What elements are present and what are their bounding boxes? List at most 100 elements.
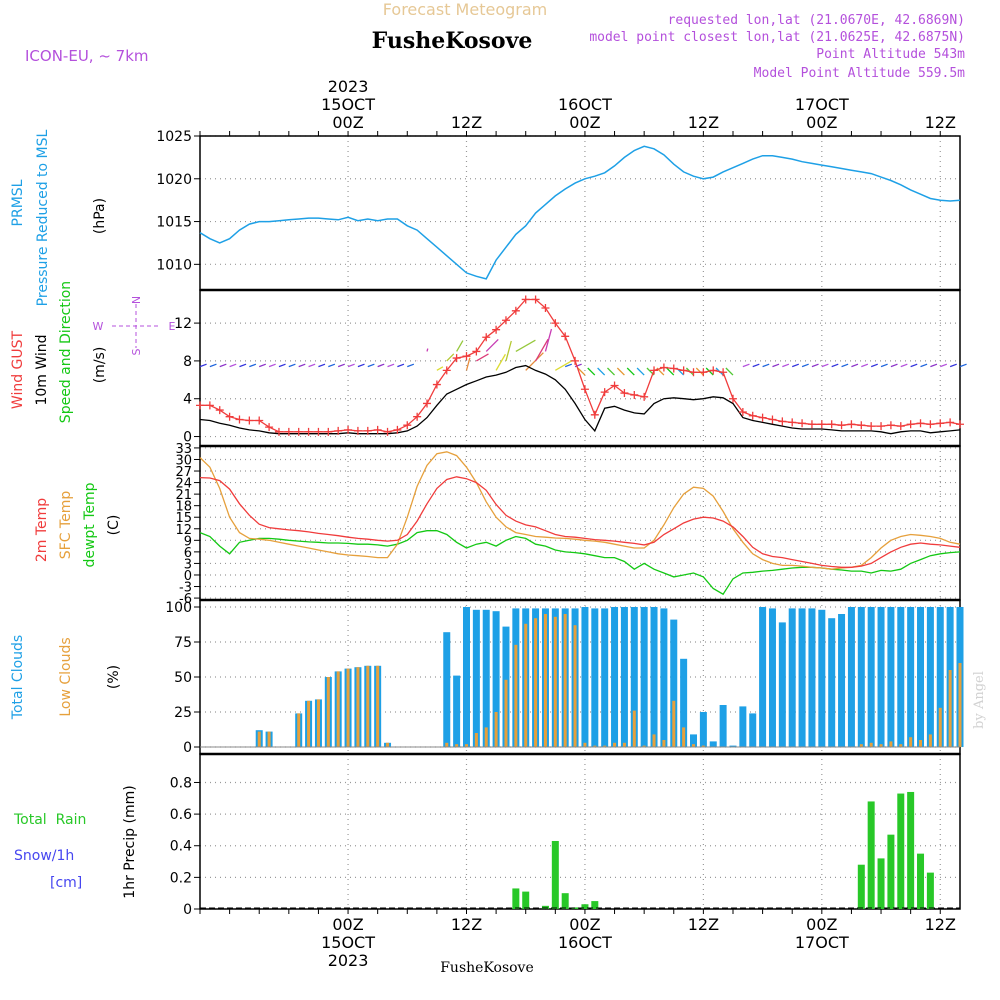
total-clouds-bar [611, 607, 619, 747]
gust-marker [225, 412, 234, 421]
wind-direction-arrow [258, 363, 267, 368]
gust-marker [886, 421, 895, 430]
gust-marker [363, 426, 372, 435]
bottom-time-label: 00Z [569, 915, 600, 934]
wind-direction-arrow [725, 367, 734, 376]
wind-frame [199, 289, 961, 447]
wind-ytick-label: 4 [183, 392, 192, 408]
low-clouds-bar [938, 707, 942, 747]
wind-direction-arrow [607, 367, 616, 376]
low-clouds-bar [553, 616, 557, 747]
plot-layer: 101010151020102504812-6-3036912151821242… [156, 77, 967, 970]
gust-marker [235, 415, 244, 424]
gust-marker [511, 306, 520, 315]
top-time-label: 00Z [332, 113, 363, 132]
gust-marker [442, 366, 451, 375]
temp-ytick-label: 27 [175, 465, 192, 480]
precip-ytick-label: 0 [183, 902, 192, 918]
gust-marker [788, 418, 797, 427]
total-clouds-bar [462, 607, 470, 747]
wind-direction-arrow [367, 363, 375, 368]
compass-e: E [169, 320, 176, 333]
low-clouds-bar [583, 742, 587, 747]
wind-ytick-label: 12 [174, 316, 192, 332]
low-clouds-bar [701, 745, 705, 747]
gust-marker [768, 415, 777, 424]
low-clouds-bar [879, 744, 883, 747]
requested-coords: requested lon,lat (21.0670E, 42.6869N) [668, 13, 965, 28]
low-clouds-bar [484, 727, 488, 747]
gust-marker [590, 410, 599, 419]
rain-bar [857, 864, 865, 909]
low-clouds-bar [622, 742, 626, 747]
gust-marker [373, 425, 382, 434]
total-clouds-bar [847, 607, 855, 747]
total-clouds-bar [601, 608, 609, 747]
gust-marker [620, 389, 629, 398]
gust-marker [393, 425, 402, 434]
wind-direction-arrow [587, 367, 596, 376]
wind-direction-arrow [880, 363, 888, 368]
total-clouds-bar [650, 607, 658, 747]
low-clouds-bar [336, 671, 340, 747]
gust-marker [630, 390, 639, 399]
wind-direction-arrow [752, 363, 760, 368]
wind-direction-arrow [456, 340, 464, 352]
gust-marker [867, 422, 876, 431]
wind-direction-arrow [249, 363, 257, 368]
bottom-time-label: 12Z [451, 915, 482, 934]
top-time-label: 17OCT [795, 95, 849, 114]
wind-direction-arrow [209, 363, 217, 368]
gust-marker [561, 332, 570, 341]
low-clouds-bar [297, 713, 301, 747]
gust-marker [610, 381, 619, 390]
low-clouds-bar [642, 745, 646, 747]
wind-direction-arrow [515, 339, 536, 353]
gust-marker [413, 412, 422, 421]
pressure-ytick-label: 1025 [156, 129, 192, 145]
gust-marker [807, 420, 816, 429]
precip-ytick-label: 0.4 [170, 839, 192, 855]
gust-marker [896, 422, 905, 431]
temp-ytick-label: 0 [184, 569, 192, 584]
gust-marker [531, 295, 540, 304]
gust-marker [877, 422, 886, 431]
gust-marker [482, 333, 491, 342]
rain-bar [917, 853, 925, 909]
wind-direction-arrow [485, 338, 499, 352]
total-clouds-bar [768, 608, 776, 747]
top-time-label: 2023 [328, 77, 369, 96]
total-clouds-bar [680, 658, 688, 747]
pressure-ytick-label: 1020 [156, 172, 192, 188]
wind-direction-arrow [357, 363, 365, 368]
wind-direction-arrow [597, 367, 606, 376]
gust-marker [778, 417, 787, 426]
temp-ytick-label: 3 [184, 557, 192, 572]
low-clouds-bar [504, 679, 508, 747]
pressure-ytick-label: 1015 [156, 215, 192, 231]
gust-marker [205, 401, 214, 410]
total-clouds-bar [670, 619, 678, 747]
clouds-ytick-label: 100 [165, 600, 192, 616]
total-clouds-bar [620, 607, 628, 747]
wind-direction-arrow [476, 353, 489, 362]
precip-unit: 1hr Precip (mm) [122, 785, 138, 898]
gust-marker [719, 368, 728, 377]
low-clouds-bar [869, 742, 873, 747]
gust-marker [423, 399, 432, 408]
rain-bar [897, 793, 905, 909]
low-clouds-bar [356, 667, 360, 747]
wind-direction-arrow [821, 363, 829, 368]
wind-direction-arrow [564, 363, 572, 368]
wind-direction-arrow [870, 363, 878, 368]
chart-title: Forecast Meteogram [383, 0, 547, 19]
gust-marker [669, 364, 678, 373]
gust-marker [926, 420, 935, 429]
precip-frame [199, 753, 961, 910]
gust-marker [551, 319, 560, 328]
gust-marker [640, 392, 649, 401]
wind-direction-arrow [446, 353, 455, 362]
wind-dir-label: Speed and Direction [58, 281, 74, 423]
location-title: FusheKosove [372, 28, 533, 54]
